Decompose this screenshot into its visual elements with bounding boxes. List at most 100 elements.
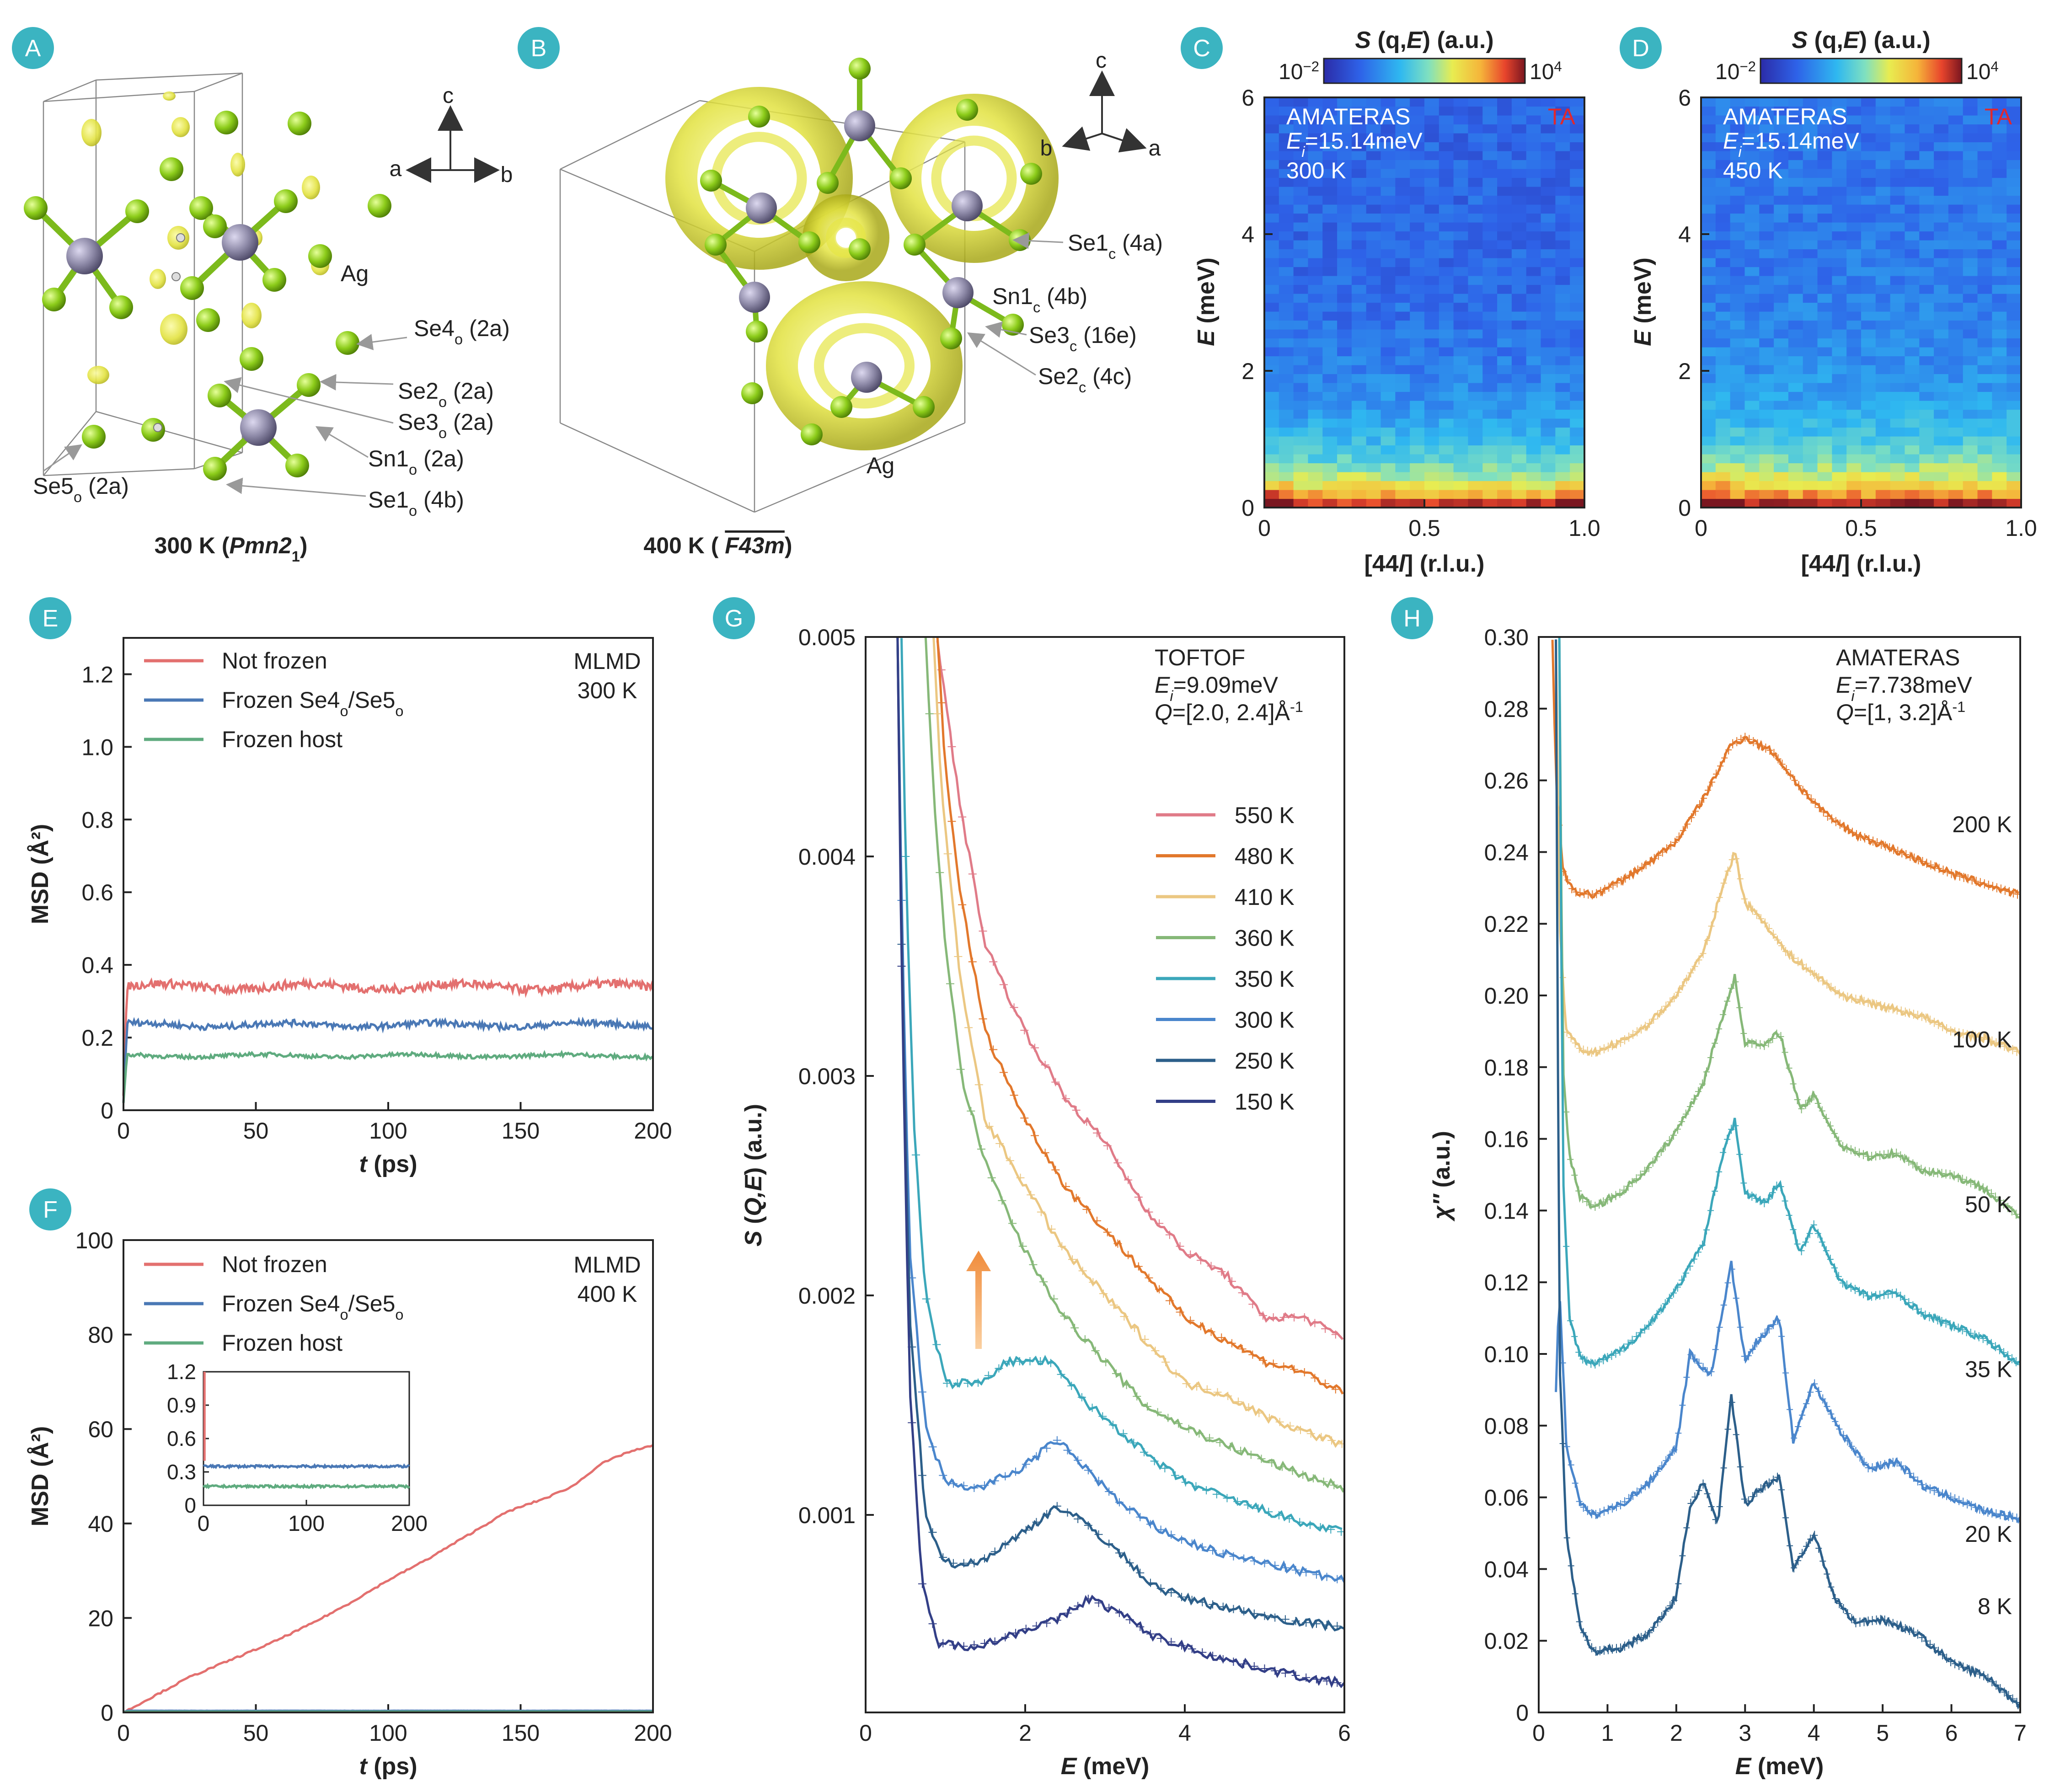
heatmap-cell: [1846, 418, 1862, 428]
heatmap-cell: [1439, 436, 1454, 446]
heatmap-cell: [1541, 106, 1556, 116]
heatmap-cell: [1497, 365, 1512, 374]
heatmap-cell: [1875, 195, 1891, 205]
heatmap-cell: [1482, 294, 1498, 303]
heatmap-cell: [1380, 418, 1396, 428]
heatmap-cell: [1744, 204, 1760, 214]
x-tick-label: 200: [634, 1118, 672, 1144]
heatmap-cell: [1497, 463, 1512, 472]
heatmap-cell: [1279, 445, 1294, 455]
heatmap-cell: [1803, 276, 1818, 285]
heatmap-cell: [1890, 374, 1905, 383]
heatmap-cell: [1351, 374, 1367, 383]
heatmap-cell: [1730, 338, 1745, 348]
panel-badge: [1181, 27, 1223, 69]
heatmap-cell: [1279, 401, 1294, 410]
heatmap-cell: [1395, 418, 1410, 428]
heatmap-cell: [1832, 347, 1847, 357]
heatmap-cell: [1832, 177, 1847, 187]
heatmap-cell: [1497, 204, 1512, 214]
heatmap-cell: [1453, 311, 1469, 321]
y-tick-label: 2: [1678, 358, 1691, 384]
heatmap-cell: [1453, 249, 1469, 258]
heatmap-cell: [1482, 311, 1498, 321]
heatmap-cell: [1410, 498, 1425, 508]
heatmap-cell: [1934, 160, 1949, 169]
heatmap-cell: [1293, 124, 1309, 134]
heatmap-cell: [1555, 498, 1570, 508]
heatmap-cell: [1963, 481, 1978, 490]
heatmap-cell: [1919, 97, 1934, 107]
heatmap-cell: [1977, 436, 1992, 446]
heatmap-cell: [2006, 187, 2022, 196]
heatmap-cell: [1977, 115, 1992, 125]
heatmap-cell: [1511, 204, 1527, 214]
heatmap-cell: [1744, 454, 1760, 464]
se-atom: [830, 396, 852, 418]
heatmap-cell: [1774, 115, 1789, 125]
heatmap-cell: [1730, 249, 1745, 258]
heatmap-cell: [1803, 169, 1818, 178]
heatmap-cell: [1424, 106, 1439, 116]
heatmap-cell: [1934, 436, 1949, 446]
heatmap-cell: [1293, 187, 1309, 196]
heatmap-cell: [1905, 142, 1920, 151]
heatmap-cell: [1977, 498, 1992, 508]
heatmap-cell: [1963, 383, 1978, 392]
heatmap-cell: [1803, 240, 1818, 250]
heatmap-cell: [1803, 338, 1818, 348]
y-tick-label: 0.28: [1484, 696, 1529, 722]
heatmap-cell: [1977, 160, 1992, 169]
heatmap-cell: [1555, 142, 1570, 151]
heatmap-cell: [1570, 258, 1585, 267]
heatmap-cell: [1264, 97, 1279, 107]
heatmap-cell: [1322, 240, 1338, 250]
heatmap-cell: [1366, 490, 1381, 499]
heatmap-cell: [1963, 418, 1978, 428]
heatmap-cell: [1293, 177, 1309, 187]
heatmap-cell: [1875, 106, 1891, 116]
heatmap-cell: [1293, 106, 1309, 116]
heatmap-cell: [1308, 222, 1323, 232]
se-atom: [285, 454, 309, 477]
heatmap-cell: [2006, 481, 2022, 490]
heatmap-cell: [1977, 267, 1992, 276]
heatmap-cell: [1570, 320, 1585, 330]
se-atom: [288, 112, 311, 135]
heatmap-cell: [1366, 187, 1381, 196]
chi-chart: 0 1 2 3 4 5 6 700.020.040.060.080.100.120.140.1…: [1429, 625, 2027, 1780]
heatmap-cell: [1788, 463, 1803, 472]
heatmap-cell: [1832, 160, 1847, 169]
heatmap-cell: [1468, 222, 1483, 232]
heatmap-cell: [1468, 294, 1483, 303]
heatmap-cell: [1351, 329, 1367, 339]
y-axis-label: S (Q,E) (a.u.): [740, 1104, 767, 1246]
heatmap-cell: [1337, 391, 1352, 401]
heatmap-cell: [1701, 160, 1716, 169]
heatmap-cell: [1264, 177, 1279, 187]
heatmap-cell: [1846, 383, 1862, 392]
heatmap-cell: [1875, 133, 1891, 143]
heatmap-cell: [1555, 240, 1570, 250]
heatmap-cell: [1875, 436, 1891, 446]
heatmap-cell: [1322, 320, 1338, 330]
heatmap-cell: [1759, 222, 1774, 232]
heatmap-cell: [1424, 481, 1439, 490]
heatmap-cell: [1497, 142, 1512, 151]
heatmap-cell: [1774, 463, 1789, 472]
heatmap-cell: [1395, 213, 1410, 223]
heatmap-cell: [1526, 374, 1541, 383]
heatmap-cell: [2006, 409, 2022, 419]
heatmap-cell: [1264, 240, 1279, 250]
heatmap-cell: [1351, 383, 1367, 392]
heatmap-cell: [1832, 418, 1847, 428]
heatmap-cell: [1337, 124, 1352, 134]
panel-letter: G: [725, 605, 743, 632]
heatmap-cell: [1817, 391, 1832, 401]
heatmap-cell: [1482, 231, 1498, 241]
heatmap-cell: [1803, 124, 1818, 134]
heatmap-cell: [1905, 187, 1920, 196]
heatmap-cell: [1279, 151, 1294, 160]
heatmap-cell: [1468, 195, 1483, 205]
